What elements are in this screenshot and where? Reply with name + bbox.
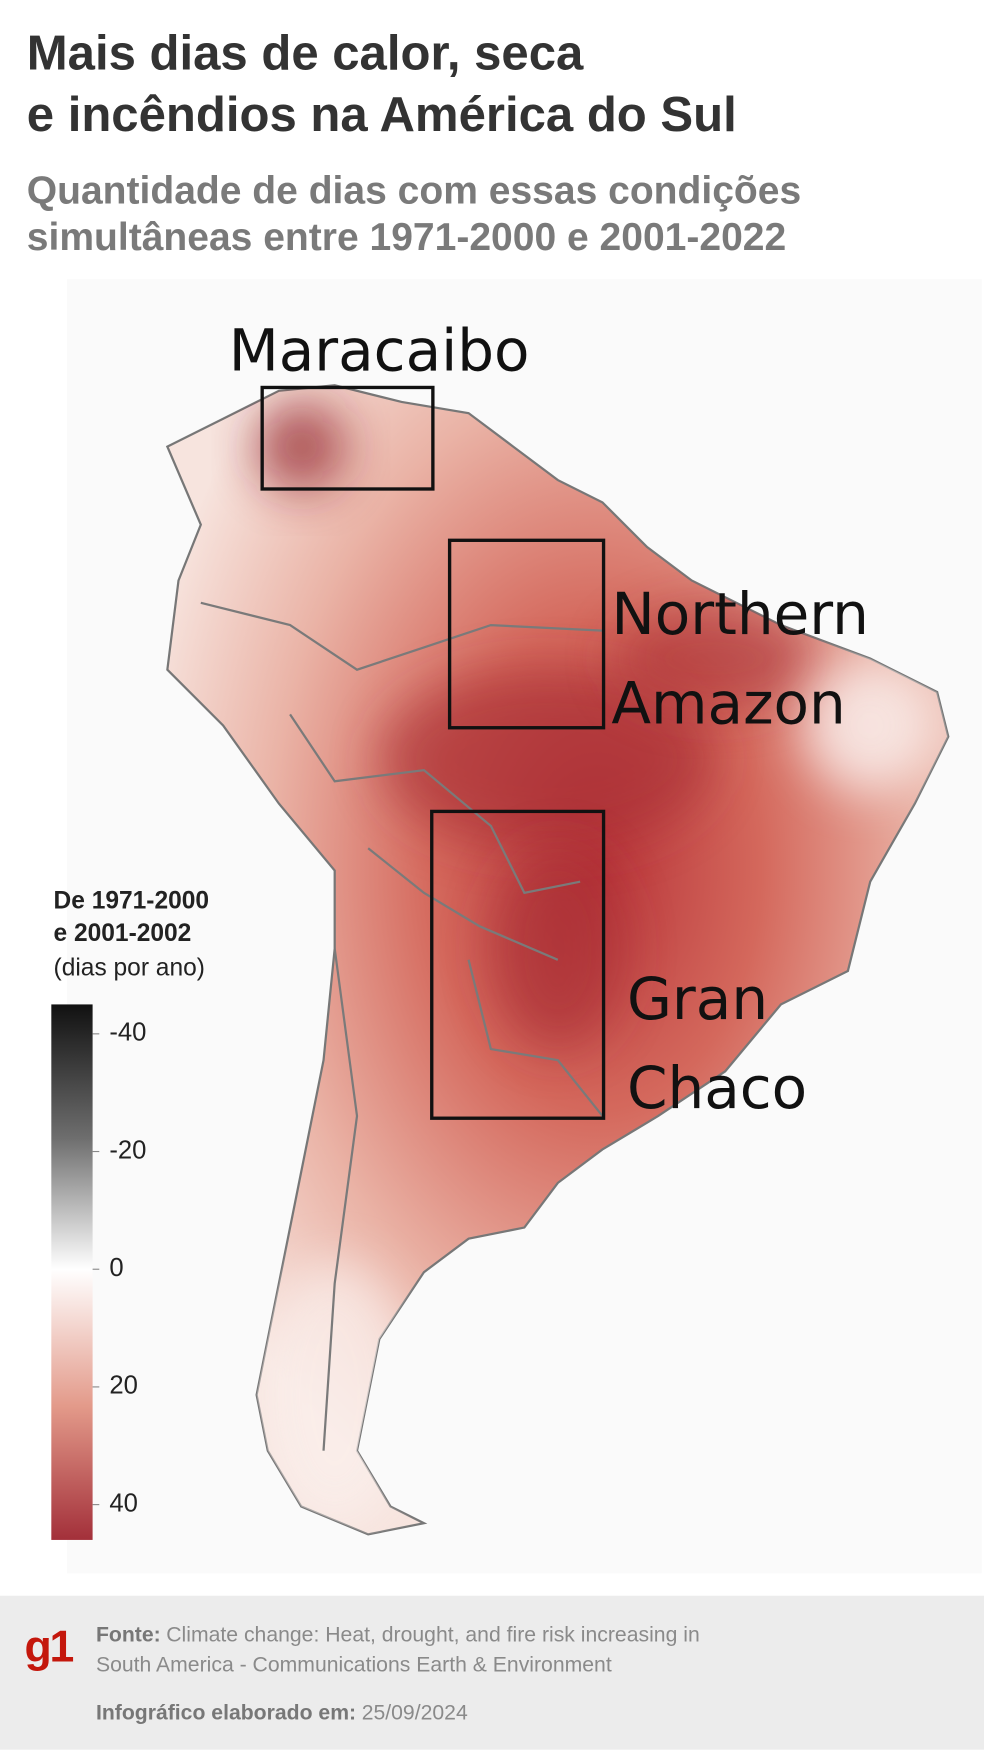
region-box bbox=[430, 809, 606, 1120]
colorbar-tick-label: -20 bbox=[109, 1136, 146, 1164]
region-label: Northern bbox=[611, 580, 869, 648]
colorbar bbox=[51, 1004, 93, 1540]
region-box bbox=[447, 538, 606, 730]
source-text: South America - Communications Earth & E… bbox=[96, 1654, 612, 1677]
pale-area bbox=[803, 658, 938, 793]
colorbar-tick-label: 0 bbox=[109, 1254, 123, 1282]
heat-area bbox=[490, 848, 625, 1050]
heat-area bbox=[256, 401, 346, 492]
map: Maracaibo Northern Amazon Gran Chaco bbox=[66, 279, 982, 1574]
legend-unit: (dias por ano) bbox=[54, 954, 205, 981]
source: Fonte: Climate change: Heat, drought, and… bbox=[96, 1623, 700, 1646]
source-text: Climate change: Heat, drought, and fire … bbox=[166, 1623, 700, 1646]
logo: g1 bbox=[25, 1623, 74, 1672]
footer-background bbox=[0, 1595, 984, 1750]
region-box bbox=[260, 385, 435, 491]
region-label: Chaco bbox=[627, 1054, 807, 1122]
colorbar-tick-label: 40 bbox=[109, 1489, 138, 1517]
source-label: Fonte: bbox=[96, 1623, 161, 1646]
date-value: 25/09/2024 bbox=[362, 1702, 468, 1725]
heat-area bbox=[613, 608, 815, 709]
colorbar-tick-label: 20 bbox=[109, 1372, 138, 1400]
legend: De 1971-2000 e 2001-2002 (dias por ano) … bbox=[51, 887, 210, 1540]
region-label: Amazon bbox=[611, 669, 845, 737]
borders bbox=[200, 601, 604, 1451]
subtitle-line: Quantidade de dias com essas condições bbox=[27, 169, 801, 212]
legend-title: De 1971-2000 bbox=[54, 887, 210, 914]
colorbar-tick-label: -40 bbox=[109, 1019, 146, 1047]
title-line: Mais dias de calor, seca bbox=[27, 27, 584, 81]
subtitle-line: simultâneas entre 1971-2000 e 2001-2022 bbox=[27, 216, 786, 259]
legend-title: e 2001-2002 bbox=[54, 920, 192, 947]
title-line: e incêndios na América do Sul bbox=[27, 88, 737, 142]
region-label: Maracaibo bbox=[229, 317, 530, 385]
date: Infográfico elaborado em: 25/09/2024 bbox=[96, 1702, 468, 1725]
date-label: Infográfico elaborado em: bbox=[96, 1702, 356, 1725]
footer: g1 Fonte: Climate change: Heat, drought, … bbox=[0, 1595, 984, 1750]
region-label: Gran bbox=[627, 965, 768, 1033]
